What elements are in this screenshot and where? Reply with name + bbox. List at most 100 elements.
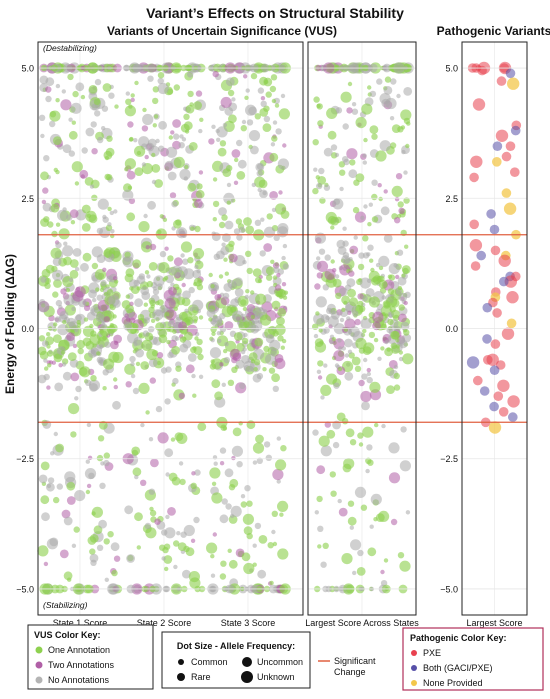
vus-point-state-3 (240, 494, 246, 499)
vus-point-largest (380, 323, 387, 330)
vus-point-state-2 (192, 346, 197, 351)
vus-point-state-1 (103, 316, 111, 323)
vus-point-state-1 (73, 526, 80, 533)
vus-point-state-3 (234, 277, 243, 287)
vus-point-largest (383, 234, 393, 243)
vus-point-largest (351, 356, 361, 366)
vus-point-state-3 (279, 512, 284, 517)
vus-point-state-3 (221, 382, 226, 387)
vus-point-largest (398, 304, 405, 311)
vus-point-state-2 (167, 320, 174, 328)
vus-point-largest (369, 524, 374, 529)
vus-point-largest (371, 179, 378, 186)
vus-point-state-1 (96, 294, 103, 301)
vus-point-state-1 (60, 99, 72, 111)
vus-point-state-1 (103, 452, 111, 459)
vus-point-state-1 (85, 459, 91, 464)
size-key-title: Dot Size - Allele Frequency: (177, 641, 295, 651)
vus-point-state-1 (55, 83, 61, 89)
vus-point-state-3 (271, 135, 278, 142)
vus-point-state-3 (276, 272, 281, 278)
pathogenic-point (496, 76, 507, 86)
vus-point-state-3 (267, 542, 274, 549)
vus-point-state-1 (104, 341, 111, 348)
vus-point-state-3 (212, 177, 218, 182)
vus-point-state-2 (194, 469, 201, 476)
vus-point-largest (381, 423, 386, 429)
vus-key-one-annotation-label: One Annotation (48, 645, 110, 655)
vus-point-state-2 (196, 338, 203, 346)
vus-point-state-2 (181, 137, 187, 142)
vus-point-state-3 (258, 179, 268, 189)
vus-point-state-2 (124, 313, 129, 318)
vus-point-state-2 (179, 168, 191, 181)
vus-point-largest (337, 338, 342, 343)
pathogenic-point (501, 151, 512, 162)
vus-point-state-1 (104, 577, 110, 582)
vus-point-state-2 (128, 104, 133, 109)
vus-point-state-1 (97, 198, 109, 210)
vus-point-state-2 (177, 542, 187, 551)
vus-point-state-2 (125, 98, 132, 106)
vus-point-largest (380, 346, 385, 351)
vus-point-largest (404, 244, 409, 249)
vus-point-state-2 (147, 138, 157, 148)
vus-point-state-1 (53, 334, 62, 343)
size-key-unknown-label: Unknown (257, 672, 295, 682)
pathogenic-point (498, 254, 511, 267)
pathogenic-point (501, 188, 512, 198)
vus-point-state-2 (127, 121, 134, 128)
vus-point-largest (374, 422, 379, 428)
vus-point-largest (358, 252, 365, 259)
pathogenic-point (488, 421, 502, 434)
vus-point-largest (384, 76, 392, 83)
vus-point-state-2 (173, 84, 180, 91)
pathogenic-key-both-label: Both (GACI/PXE) (423, 663, 493, 673)
vus-point-largest (402, 353, 414, 365)
vus-point-largest (352, 570, 357, 576)
vus-point-state-2 (125, 268, 135, 278)
vus-point-largest (329, 471, 336, 478)
vus-point-state-1 (66, 481, 76, 491)
vus-point-state-2 (196, 269, 201, 274)
significance-line-key: Significant Change (318, 656, 376, 677)
vus-point-state-3 (260, 96, 266, 101)
vus-point-largest (403, 300, 408, 306)
vus-point-largest (400, 426, 407, 433)
vus-point-state-3 (225, 503, 232, 510)
vus-point-largest (313, 96, 320, 103)
vus-point-state-1 (40, 495, 50, 505)
vus-point-state-3 (243, 526, 253, 535)
vus-point-state-1 (103, 538, 110, 545)
vus-point-state-1 (100, 279, 107, 287)
vus-point-largest (377, 356, 382, 361)
vus-point-state-3 (254, 522, 262, 530)
vus-point-state-1 (74, 396, 79, 401)
vus-point-state-2 (142, 113, 154, 126)
vus-point-largest (331, 310, 340, 320)
vus-color-key-title: VUS Color Key: (34, 630, 101, 640)
vus-point-state-2 (155, 228, 167, 240)
pathogenic-point (506, 318, 517, 329)
vus-point-state-2 (125, 304, 134, 314)
vus-point-state-2 (193, 101, 203, 110)
pathogenic-point (469, 239, 483, 252)
vus-point-largest (369, 381, 381, 393)
vus-point-state-2 (192, 393, 197, 398)
vus-point-state-3 (224, 220, 234, 230)
vus-point-state-3 (248, 106, 258, 116)
vus-point-state-1 (95, 287, 100, 292)
vus-point-state-3 (262, 367, 267, 372)
vus-points-group (37, 62, 414, 595)
vus-point-state-2 (167, 351, 174, 359)
vus-point-largest (393, 364, 399, 370)
pathogenic-color-key-title: Pathogenic Color Key: (410, 633, 507, 643)
vus-point-largest (370, 267, 375, 273)
pathogenic-color-key: Pathogenic Color Key: PXE Both (GACI/PXE… (402, 627, 544, 691)
vus-point-largest (323, 184, 331, 191)
size-key-common-label: Common (191, 657, 228, 667)
pathogenic-key-pxe-dot (411, 650, 417, 656)
vus-point-state-3 (250, 290, 255, 295)
vus-point-state-2 (172, 119, 182, 128)
vus-point-largest (350, 539, 362, 551)
